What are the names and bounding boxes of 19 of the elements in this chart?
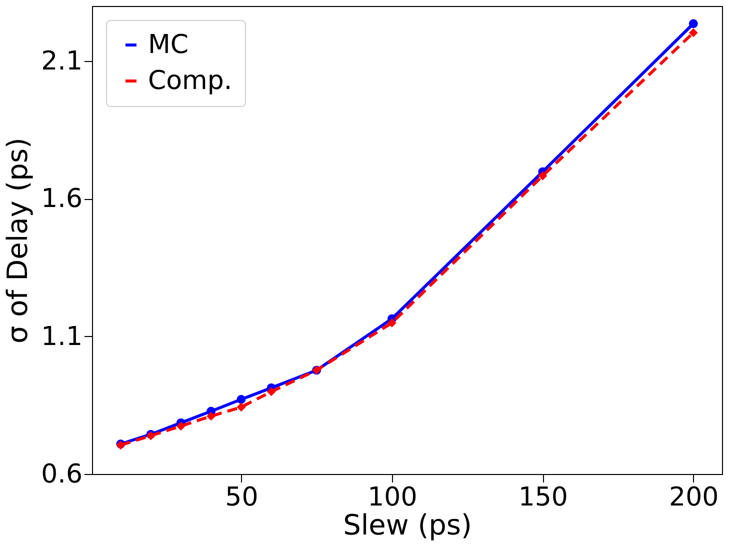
legend-label: MC [148, 30, 189, 60]
point [176, 422, 186, 431]
point [236, 402, 246, 412]
y-tick-label: 1.6 [41, 184, 82, 214]
point [236, 394, 246, 404]
point [387, 318, 396, 328]
x-tick-label: 50 [225, 482, 258, 512]
x-tick-label: 150 [518, 482, 568, 512]
point [538, 171, 548, 180]
y-tick-label: 2.1 [41, 46, 82, 77]
y-axis-title: σ of Delay (ps) [1, 138, 34, 344]
point [688, 19, 698, 28]
y-tick-label: 0.6 [41, 460, 82, 490]
legend-label: Comp. [148, 66, 232, 96]
y-tick-label: 1.1 [41, 322, 82, 352]
point [266, 387, 276, 396]
point [206, 412, 216, 421]
point [688, 28, 698, 38]
x-tick-label: 200 [669, 482, 719, 512]
